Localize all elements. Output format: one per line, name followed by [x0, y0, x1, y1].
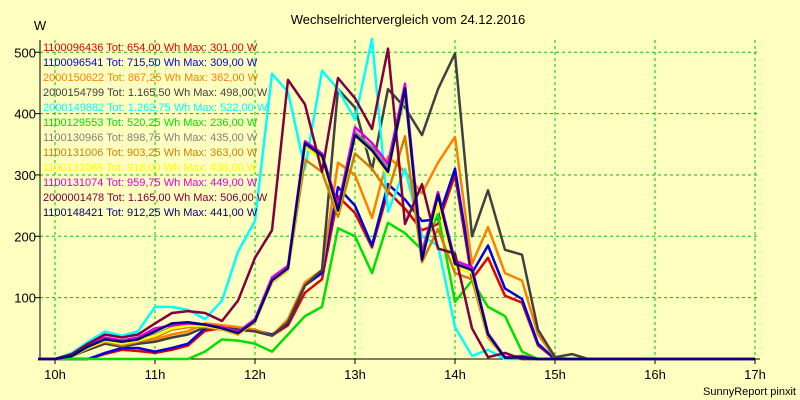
legend-entry: 2000154799 Tot: 1.165,50 Wh Max: 498,00 …	[43, 87, 268, 99]
legend-entry: 2000001478 Tot: 1.165,00 Wh Max: 506,00 …	[43, 192, 268, 204]
series-lines	[38, 37, 755, 361]
legend-entry: 1100131006 Tot: 903,25 Wh Max: 363,00 W	[43, 147, 258, 159]
y-tick-label: 400	[14, 107, 36, 122]
legend-entry: 1100130966 Tot: 898,75 Wh Max: 435,00 W	[43, 132, 258, 144]
legend-entry: 1100148421 Tot: 912,25 Wh Max: 441,00 W	[43, 207, 258, 219]
legend-entry: 1100129553 Tot: 520,25 Wh Max: 236,00 W	[43, 117, 258, 129]
y-tick-label: 300	[14, 168, 36, 183]
x-tick-label: 11h	[145, 367, 166, 382]
legend: 1100096436 Tot: 654,00 Wh Max: 301,00 W 1…	[43, 42, 268, 219]
chart-title: Wechselrichtervergleich vom 24.12.2016	[291, 12, 526, 27]
legend-entry: 1100096436 Tot: 654,00 Wh Max: 301,00 W	[43, 42, 258, 54]
footer-label: SunnyReport pinxit	[703, 386, 796, 398]
grid	[40, 40, 760, 359]
x-tick-label: 15h	[544, 367, 566, 382]
tick-labels: 10h 11h 12h 13h 14h 15h 16h 17h 100 200 300 400 500	[14, 45, 766, 382]
y-tick-label: 500	[14, 45, 36, 60]
legend-entry: 1100096541 Tot: 715,50 Wh Max: 309,00 W	[43, 57, 258, 69]
legend-entry: 2000149882 Tot: 1.262,75 Wh Max: 522,00 …	[43, 102, 268, 114]
x-tick-label: 17h	[744, 367, 766, 382]
x-tick-label: 10h	[44, 367, 66, 382]
x-tick-label: 13h	[344, 367, 366, 382]
legend-entry: 2000150622 Tot: 867,25 Wh Max: 362,00 W	[43, 72, 259, 84]
x-tick-label: 14h	[444, 367, 466, 382]
legend-entry: 1100131068 Tot: 918,00 Wh Max: 438,00 W	[43, 162, 258, 174]
y-tick-label: 200	[14, 229, 36, 244]
x-tick-label: 12h	[244, 367, 266, 382]
y-tick-label: 100	[14, 291, 36, 306]
x-tick-label: 16h	[644, 367, 666, 382]
legend-entry: 1100131074 Tot: 959,75 Wh Max: 449,00 W	[43, 177, 258, 189]
series-line-12	[38, 87, 755, 361]
y-axis-label: W	[34, 18, 47, 33]
